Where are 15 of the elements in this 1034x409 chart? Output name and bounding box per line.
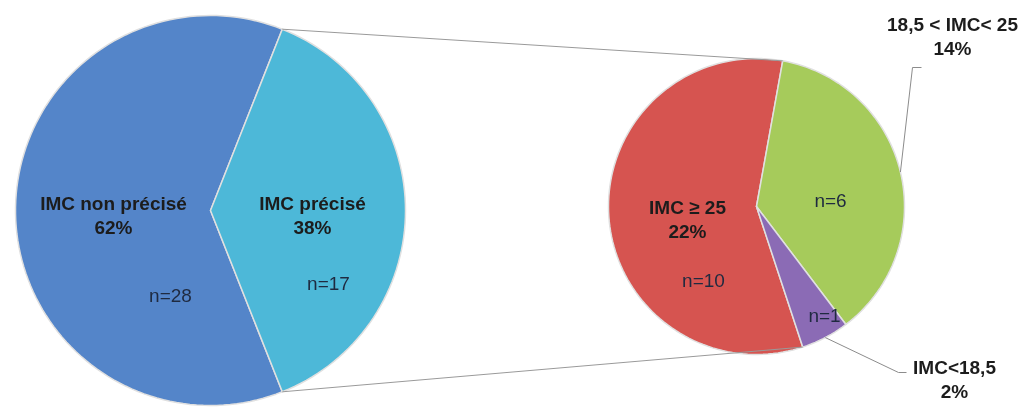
data-label: 2% bbox=[940, 381, 969, 402]
text: n=28 bbox=[149, 285, 192, 306]
slice-label: IMC ≥ 25 bbox=[649, 197, 727, 218]
slice-label: IMC précisé bbox=[259, 193, 366, 214]
data-label: 62% bbox=[94, 217, 133, 238]
data-label: 14% bbox=[933, 38, 972, 59]
slice-label: IMC non précisé bbox=[40, 193, 187, 214]
text: n=10 bbox=[682, 270, 725, 291]
data-label: 22% bbox=[668, 221, 707, 242]
slice-label: IMC<18,5 bbox=[913, 357, 997, 378]
slice-label: 18,5 < IMC< 25 bbox=[887, 14, 1019, 35]
text: n=17 bbox=[307, 273, 350, 294]
data-label: 38% bbox=[293, 217, 332, 238]
text: n=1 bbox=[808, 305, 841, 326]
text: n=6 bbox=[814, 190, 847, 211]
